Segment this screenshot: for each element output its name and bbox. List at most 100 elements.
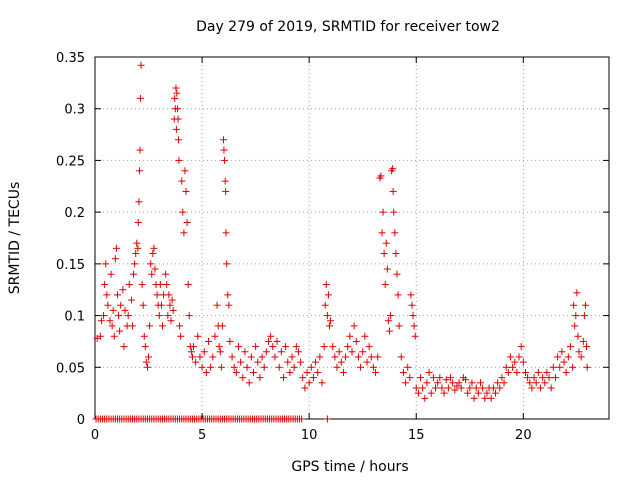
data-point <box>329 343 337 351</box>
data-point <box>404 363 412 371</box>
data-point <box>271 353 279 361</box>
data-point <box>547 384 555 392</box>
data-point <box>247 353 255 361</box>
data-point <box>273 337 281 345</box>
data-point <box>292 343 300 351</box>
data-point <box>113 291 121 299</box>
data-point <box>176 322 184 330</box>
data-point <box>536 384 544 392</box>
data-point <box>383 265 391 273</box>
data-point <box>314 368 322 376</box>
data-point <box>387 312 395 320</box>
data-point <box>131 260 139 268</box>
data-point <box>532 379 540 387</box>
data-point <box>215 343 223 351</box>
data-point <box>258 353 266 361</box>
data-point <box>205 337 213 345</box>
data-point <box>177 332 185 340</box>
data-point <box>133 239 141 247</box>
x-tick-label: 5 <box>198 428 206 443</box>
data-point <box>438 384 446 392</box>
plot-frame <box>94 56 610 420</box>
data-point <box>167 317 175 325</box>
data-point <box>339 368 347 376</box>
data-point <box>382 239 390 247</box>
data-point <box>509 363 517 371</box>
data-point <box>513 368 521 376</box>
y-axis-label: SRMTID / TECUs <box>7 182 23 295</box>
data-point <box>455 379 463 387</box>
data-point <box>483 389 491 397</box>
data-point <box>466 384 474 392</box>
data-point <box>408 301 416 309</box>
data-point <box>241 348 249 356</box>
data-point <box>110 332 118 340</box>
data-point <box>221 156 229 164</box>
data-point <box>269 343 277 351</box>
data-point <box>377 172 385 180</box>
data-point <box>575 348 583 356</box>
data-point <box>392 250 400 258</box>
data-point <box>477 379 484 387</box>
data-point <box>145 353 153 361</box>
data-point <box>175 156 183 164</box>
data-point <box>140 332 148 340</box>
data-point <box>172 125 180 133</box>
data-point <box>331 353 339 361</box>
data-point <box>121 306 129 314</box>
data-point <box>286 368 294 376</box>
data-point <box>207 363 215 371</box>
data-point <box>136 94 144 102</box>
y-tick-labels: 0 0.05 0.1 0.15 0.2 0.25 0.3 0.35 <box>56 51 85 428</box>
data-point <box>570 301 578 309</box>
data-point <box>267 332 275 340</box>
data-point <box>112 244 120 252</box>
data-point <box>116 327 124 335</box>
data-point <box>320 343 328 351</box>
data-point <box>442 376 450 384</box>
data-point <box>489 384 497 392</box>
data-point <box>309 374 317 382</box>
data-point <box>211 332 219 340</box>
chart-title: Day 279 of 2019, SRMTID for receiver tow… <box>196 19 500 35</box>
data-point <box>136 167 144 175</box>
data-point <box>472 384 480 392</box>
data-point <box>119 286 127 294</box>
data-point <box>228 353 236 361</box>
data-point <box>534 368 542 376</box>
data-point <box>194 332 202 340</box>
data-point <box>264 337 272 345</box>
data-point <box>185 312 193 320</box>
data-point <box>519 358 527 366</box>
data-point <box>260 363 268 371</box>
data-point <box>321 301 329 309</box>
data-point <box>134 244 142 252</box>
data-point <box>425 368 433 376</box>
data-point <box>284 358 292 366</box>
data-point <box>175 136 183 144</box>
data-point <box>222 229 230 237</box>
data-point <box>506 353 514 361</box>
data-point <box>134 218 142 226</box>
data-point <box>462 376 470 384</box>
data-point <box>337 358 345 366</box>
x-tick-label: 0 <box>91 428 99 443</box>
data-point <box>528 384 536 392</box>
data-point <box>541 379 549 387</box>
data-point <box>352 337 360 345</box>
data-point <box>162 270 170 278</box>
data-point <box>107 270 115 278</box>
data-point <box>580 312 588 320</box>
data-point <box>200 348 208 356</box>
axis-ticks <box>94 56 609 420</box>
data-point <box>363 358 371 366</box>
data-point <box>323 312 331 320</box>
data-point <box>196 353 204 361</box>
data-point <box>143 363 151 371</box>
data-point <box>137 61 145 69</box>
data-point <box>297 358 305 366</box>
y-tick-label: 0.3 <box>64 103 85 118</box>
data-point <box>481 394 489 402</box>
data-points <box>92 61 591 423</box>
data-point <box>502 363 510 371</box>
